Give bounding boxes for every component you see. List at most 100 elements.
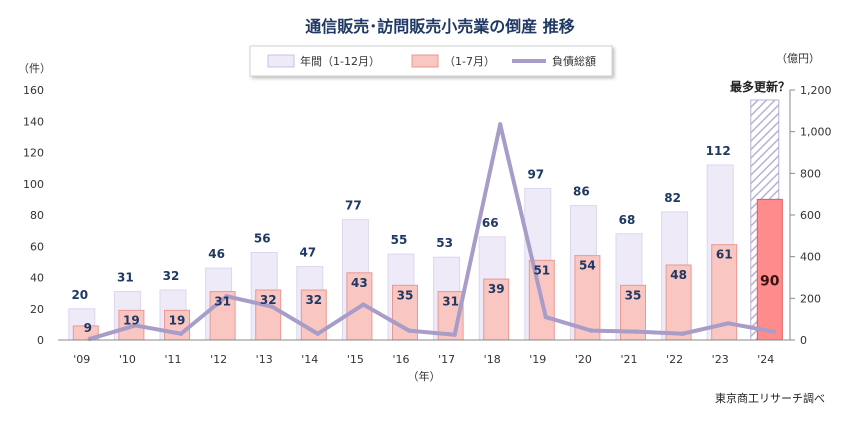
y-right-tick-label: 800 (800, 167, 821, 180)
debt-point (406, 328, 412, 333)
x-tick-label: '17 (438, 353, 455, 366)
legend-label-jan-jul: （1-7月） (444, 55, 495, 68)
data-label-annual: 32 (163, 269, 180, 283)
data-label-annual: 47 (299, 246, 316, 260)
debt-point (224, 294, 229, 299)
y-left-tick-label: 20 (30, 303, 44, 316)
legend: 年間（1-12月） （1-7月） 負債総額 (249, 45, 613, 77)
x-tick-label: '16 (392, 353, 409, 366)
x-tick-label: '11 (164, 353, 181, 366)
x-ticks: '09 '10 '11 '12 '13 '14 '15 '16 '17 '18 '19 '20 '21 '… (73, 353, 774, 366)
x-tick-label: '24 (757, 353, 774, 366)
data-label-annual: 56 (254, 232, 271, 246)
debt-line-path (87, 122, 776, 341)
debt-point (452, 332, 457, 337)
data-label-jan-jul: 51 (533, 263, 550, 277)
labels-annual: 20 31 32 46 56 47 77 55 53 66 97 86 68 82 112 (71, 144, 730, 302)
data-label-jan-jul: 31 (442, 295, 459, 309)
data-label-jan-jul: 43 (351, 276, 368, 290)
y-right-tick-label: 400 (800, 251, 821, 264)
x-tick-label: '23 (712, 353, 729, 366)
debt-point (634, 329, 640, 334)
data-label-jan-jul: 90 (760, 273, 780, 289)
x-tick-label: '15 (347, 353, 364, 366)
data-label-jan-jul: 35 (397, 288, 414, 302)
annotation-record: 最多更新？ (730, 79, 790, 94)
debt-point (178, 331, 184, 336)
debt-point (133, 323, 138, 328)
x-tick-label: '18 (484, 353, 501, 366)
series-jan-jul (72, 198, 783, 341)
data-label-jan-jul: 31 (214, 295, 231, 309)
data-label-annual: 55 (391, 233, 408, 247)
data-label-annual: 53 (436, 236, 453, 250)
y-left-tick-label: 100 (23, 178, 44, 191)
debt-point (680, 331, 685, 336)
y-right-ticks: 0 200 400 600 800 1,000 1,200 (790, 84, 832, 347)
data-label-annual: 46 (208, 247, 225, 261)
data-label-annual: 97 (527, 167, 544, 181)
data-label-annual: 31 (117, 271, 134, 285)
x-tick-label: '09 (73, 353, 90, 366)
x-tick-label: '21 (620, 353, 637, 366)
x-tick-label: '19 (529, 353, 546, 366)
data-label-jan-jul: 48 (670, 268, 687, 282)
bar-jan-jul (756, 198, 783, 341)
data-label-jan-jul: 35 (625, 288, 642, 302)
y-left-tick-label: 140 (23, 115, 44, 128)
y-right-tick-label: 200 (800, 292, 821, 305)
debt-point (543, 314, 548, 320)
x-axis-label: （年） (408, 369, 441, 383)
data-label-jan-jul: 19 (123, 313, 140, 327)
debt-point (771, 329, 776, 334)
x-tick-label: '12 (210, 353, 227, 366)
data-label-annual: 20 (71, 288, 88, 302)
data-label-annual: 86 (573, 185, 590, 199)
y-left-tick-label: 160 (23, 84, 44, 97)
data-label-jan-jul: 32 (260, 293, 277, 307)
data-label-annual: 82 (664, 191, 681, 205)
y-right-tick-label: 0 (800, 334, 807, 347)
bar-jan-jul (255, 289, 282, 341)
x-tick-label: '20 (575, 353, 592, 366)
legend-swatch-annual (267, 54, 295, 68)
data-label-annual: 112 (706, 144, 731, 158)
chart-title: 通信販売･訪問販売小売業の倒産 推移 (305, 17, 575, 36)
y-right-unit: （億円） (776, 52, 820, 65)
data-label-annual: 68 (619, 213, 636, 227)
data-label-jan-jul: 39 (488, 282, 505, 296)
debt-point (270, 304, 275, 309)
data-label-jan-jul: 9 (84, 321, 92, 335)
data-label-annual: 66 (482, 216, 499, 230)
y-left-tick-label: 60 (30, 240, 44, 253)
debt-point (726, 321, 731, 326)
x-tick-label: '10 (119, 353, 136, 366)
debt-point (315, 331, 320, 336)
y-left-tick-label: 120 (23, 147, 44, 160)
legend-label-annual: 年間（1-12月） (300, 54, 380, 68)
y-left-unit: （件） (18, 62, 51, 75)
data-label-jan-jul: 61 (716, 248, 733, 262)
legend-label-debt: 負債総額 (552, 54, 596, 68)
y-right-tick-label: 1,000 (800, 126, 832, 139)
y-left-ticks: 0 20 40 60 80 100 120 140 160 (23, 84, 44, 347)
x-tick-label: '13 (256, 353, 273, 366)
y-left-tick-label: 80 (30, 209, 44, 222)
labels-jan-jul: 9 19 19 31 32 32 43 35 31 39 51 54 35 48 61 90 (84, 248, 780, 335)
data-label-jan-jul: 19 (169, 313, 186, 327)
y-right-tick-label: 600 (800, 209, 821, 222)
x-tick-label: '22 (666, 353, 683, 366)
series-debt (87, 122, 776, 342)
y-left-tick-label: 0 (37, 334, 44, 347)
y-left-tick-label: 40 (30, 272, 44, 285)
debt-point (589, 328, 594, 333)
data-label-jan-jul: 32 (305, 293, 322, 307)
x-tick-label: '14 (301, 353, 318, 366)
data-label-jan-jul: 54 (579, 259, 596, 273)
debt-point (498, 122, 503, 127)
bar-jan-jul (574, 255, 601, 341)
y-right-tick-label: 1,200 (800, 84, 832, 97)
debt-point (361, 302, 366, 307)
data-label-annual: 77 (345, 199, 362, 213)
